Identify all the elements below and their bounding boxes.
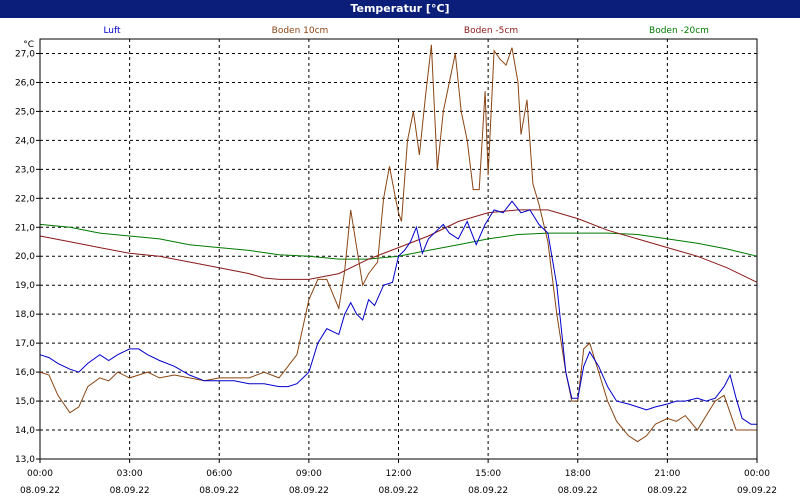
- y-tick-label: 27,0: [15, 49, 35, 59]
- series-group: [39, 44, 758, 443]
- x-tick-date: 08.09.22: [20, 486, 60, 496]
- y-tick-label: 26,0: [15, 78, 35, 88]
- y-tick-label: 25,0: [15, 107, 35, 117]
- x-tick-time: 03:00: [117, 469, 143, 479]
- y-tick-label: 23,0: [15, 165, 35, 175]
- y-tick-label: 14,0: [15, 426, 35, 436]
- x-tick-time: 18:00: [565, 469, 591, 479]
- y-tick-label: 21,0: [15, 223, 35, 233]
- y-tick-label: 22,0: [15, 194, 35, 204]
- x-tick-date: 08.09.22: [378, 486, 418, 496]
- window-title: Temperatur [°C]: [0, 0, 800, 18]
- x-tick-time: 00:00: [27, 469, 53, 479]
- y-tick-label: 19,0: [15, 281, 35, 291]
- y-tick-label: 24,0: [15, 136, 35, 146]
- series-line-boden-20cm: [39, 223, 758, 260]
- x-tick-time: 12:00: [386, 469, 412, 479]
- x-tick-date: 08.09.22: [199, 486, 239, 496]
- y-axis: 13,0 14,0 15,0 16,0 17,0 18,0 19,0 20,0 21,0 22,0…: [15, 40, 40, 465]
- grid: [40, 39, 757, 459]
- legend-entry: Boden -20cm: [649, 26, 709, 36]
- series-line-luft: [39, 200, 757, 425]
- y-tick-label: 17,0: [15, 339, 35, 349]
- x-tick-date: 08.09.22: [647, 486, 687, 496]
- y-tick-label: 13,0: [15, 455, 35, 465]
- series-line-boden-10cm: [39, 44, 757, 443]
- x-axis: 00:00 08.09.22 03:00 08.09.22 06:00 08.09.22 0…: [20, 459, 777, 496]
- legend: Luft Boden 10cm Boden -5cm Boden -20cm: [103, 26, 709, 36]
- x-tick-date: 08.09.22: [468, 486, 508, 496]
- y-tick-label: 18,0: [15, 310, 35, 320]
- y-tick-label: 15,0: [15, 397, 35, 407]
- x-tick-time: 00:00: [744, 469, 770, 479]
- legend-entry: Boden -5cm: [464, 26, 518, 36]
- y-tick-label: 16,0: [15, 368, 35, 378]
- x-tick-date: 09.09.22: [737, 486, 777, 496]
- x-tick-time: 09:00: [296, 469, 322, 479]
- x-tick-date: 08.09.22: [110, 486, 150, 496]
- x-tick-time: 15:00: [475, 469, 501, 479]
- x-tick-time: 06:00: [206, 469, 232, 479]
- y-axis-unit: °C: [23, 40, 34, 50]
- series-line-boden-5cm: [39, 209, 758, 283]
- y-tick-label: 20,0: [15, 252, 35, 262]
- legend-entry: Boden 10cm: [272, 26, 329, 36]
- legend-entry: Luft: [103, 26, 121, 36]
- x-tick-date: 08.09.22: [558, 486, 598, 496]
- x-tick-date: 08.09.22: [289, 486, 329, 496]
- x-tick-time: 21:00: [654, 469, 680, 479]
